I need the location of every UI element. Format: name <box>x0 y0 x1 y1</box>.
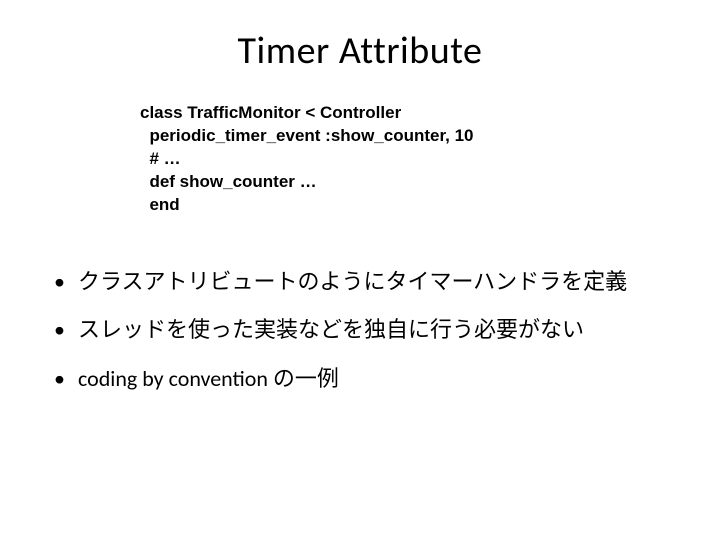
bullet-list: クラスアトリビュートのようにタイマーハンドラを定義 スレッドを使った実装などを独… <box>50 267 720 395</box>
code-line-2: periodic_timer_event :show_counter, 10 <box>140 125 720 148</box>
bullet-item-1: クラスアトリビュートのようにタイマーハンドラを定義 <box>50 267 720 298</box>
slide-title: Timer Attribute <box>0 0 720 94</box>
code-block: class TrafficMonitor < Controller period… <box>140 102 720 217</box>
code-line-1: class TrafficMonitor < Controller <box>140 102 720 125</box>
code-line-4: # … <box>140 148 720 171</box>
bullet-item-2: スレッドを使った実装などを独自に行う必要がない <box>50 315 720 346</box>
code-line-6: def show_counter … <box>140 171 720 194</box>
code-line-7: end <box>140 194 720 217</box>
bullet-item-3: coding by convention の一例 <box>50 364 720 395</box>
